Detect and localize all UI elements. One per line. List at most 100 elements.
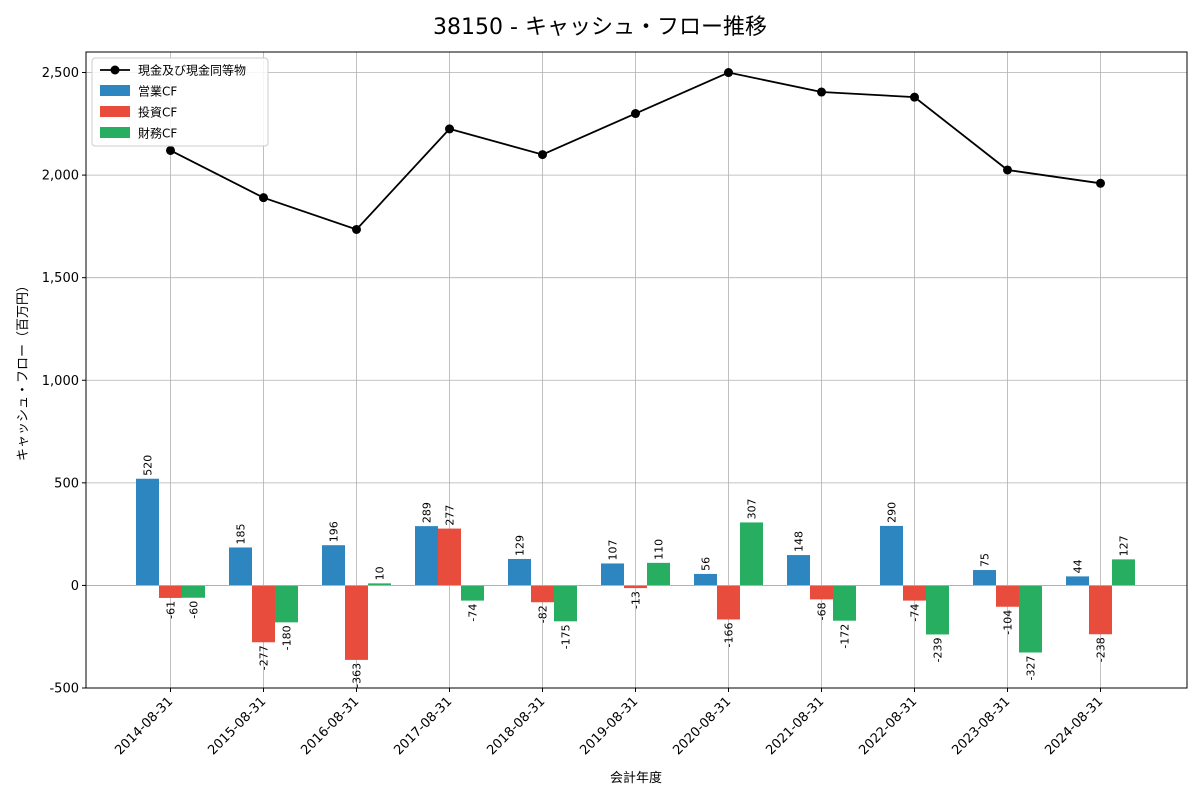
y-tick-label: 2,000 [42,169,79,184]
legend-label-投資CF: 投資CF [138,105,177,120]
bar-財務CF-2024-08-31 [1112,559,1135,586]
bar-value-label: -180 [281,625,294,650]
bar-投資CF-2023-08-31 [996,585,1019,607]
legend-swatch-営業CF [100,85,130,96]
bar-投資CF-2021-08-31 [810,585,833,600]
bars-layer: 520 185 196 289 129 107 56 148 290 75 44 -61 -277 -36… [136,455,1135,688]
cash-point-2015-08-31 [259,193,268,203]
bar-財務CF-2016-08-31 [368,583,391,586]
line-layer [166,68,1105,234]
bar-営業CF-2015-08-31 [229,547,252,586]
bar-営業CF-2019-08-31 [601,563,624,586]
bar-営業CF-2020-08-31 [694,573,717,586]
x-tick-label: 2018-08-31 [484,694,548,758]
y-tick-label: 1,500 [42,271,79,286]
bar-財務CF-2021-08-31 [833,585,856,621]
y-tick-label: 1,000 [42,374,79,389]
bar-value-label: -68 [816,602,829,620]
y-axis-label: キャッシュ・フロー（百万円） [16,279,31,461]
x-tick-label: 2024-08-31 [1042,694,1106,758]
x-tick-label: 2023-08-31 [949,694,1013,758]
bar-投資CF-2014-08-31 [159,585,182,598]
bar-value-label: 129 [514,535,527,556]
bar-営業CF-2023-08-31 [973,570,996,586]
cash-point-2023-08-31 [1003,165,1012,175]
bar-value-label: 56 [700,557,713,571]
bar-value-label: -60 [188,601,201,619]
axes-layer: -500 0 500 1,000 1,500 2,000 2,500 2014-08-31 20… [42,51,1188,758]
legend-label-cash: 現金及び現金同等物 [138,63,246,78]
bar-value-label: -363 [351,663,364,688]
bar-value-label: -277 [258,645,271,670]
cash-point-2021-08-31 [817,87,826,97]
chart-title: 38150 - キャッシュ・フロー推移 [433,15,767,40]
bar-財務CF-2018-08-31 [554,585,577,622]
bar-投資CF-2016-08-31 [345,585,368,660]
cash-point-2016-08-31 [352,224,361,234]
bar-財務CF-2015-08-31 [275,585,298,623]
bar-営業CF-2016-08-31 [322,545,345,586]
bar-営業CF-2021-08-31 [787,555,810,586]
bar-営業CF-2022-08-31 [880,525,903,586]
y-tick-label: 2,500 [42,66,79,81]
x-tick-label: 2019-08-31 [577,694,641,758]
bar-営業CF-2017-08-31 [415,526,438,586]
bar-value-label: -74 [467,604,480,622]
bar-value-label: 110 [653,539,666,560]
cash-point-2020-08-31 [724,68,733,78]
bar-value-label: -82 [537,605,550,623]
legend-line-marker [110,65,120,75]
bar-営業CF-2024-08-31 [1066,576,1089,586]
x-tick-label: 2015-08-31 [205,694,269,758]
bar-value-label: 10 [374,566,387,580]
bar-value-label: 307 [746,498,759,519]
legend-box [91,57,269,147]
bar-value-label: 107 [607,539,620,560]
bar-投資CF-2024-08-31 [1089,585,1112,635]
bar-value-label: -74 [909,604,922,622]
y-tick-label: -500 [49,682,79,697]
x-tick-label: 2014-08-31 [112,694,176,758]
x-tick-label: 2021-08-31 [763,694,827,758]
bar-value-label: 148 [793,531,806,552]
bar-投資CF-2019-08-31 [624,585,647,589]
x-tick-label: 2022-08-31 [856,694,920,758]
y-tick-label: 500 [54,476,79,491]
x-tick-label: 2017-08-31 [391,694,455,758]
bar-value-label: 277 [444,505,457,526]
x-tick-label: 2020-08-31 [670,694,734,758]
bar-財務CF-2019-08-31 [647,562,670,586]
plot-frame [85,51,1188,689]
bar-value-label: -104 [1002,610,1015,635]
x-axis-label: 会計年度 [610,770,662,786]
bar-value-label: -13 [630,591,643,609]
cash-point-2024-08-31 [1096,178,1105,188]
cash-point-2014-08-31 [166,145,175,155]
bar-value-label: 75 [979,553,992,567]
cash-point-2019-08-31 [631,109,640,119]
legend-label-財務CF: 財務CF [138,126,177,141]
bar-投資CF-2017-08-31 [438,528,461,586]
bar-value-label: 185 [235,523,248,544]
legend-label-営業CF: 営業CF [138,85,177,99]
bar-value-label: 520 [142,455,155,476]
bar-value-label: -238 [1095,637,1108,662]
bar-財務CF-2022-08-31 [926,585,949,635]
bar-value-label: 196 [328,521,341,542]
bar-value-label: -166 [723,622,736,647]
bar-投資CF-2020-08-31 [717,585,740,620]
bar-value-label: 290 [886,502,899,523]
legend-swatch-投資CF [100,106,130,117]
bar-営業CF-2018-08-31 [508,558,531,586]
y-tick-label: 0 [71,579,79,594]
bar-value-label: -327 [1025,656,1038,681]
cash-point-2022-08-31 [910,92,919,102]
bar-value-label: 44 [1072,559,1085,573]
bar-投資CF-2018-08-31 [531,585,554,603]
bar-value-label: -175 [560,624,573,649]
bar-value-label: -61 [165,601,178,619]
bar-投資CF-2015-08-31 [252,585,275,643]
bar-value-label: -172 [839,624,852,649]
